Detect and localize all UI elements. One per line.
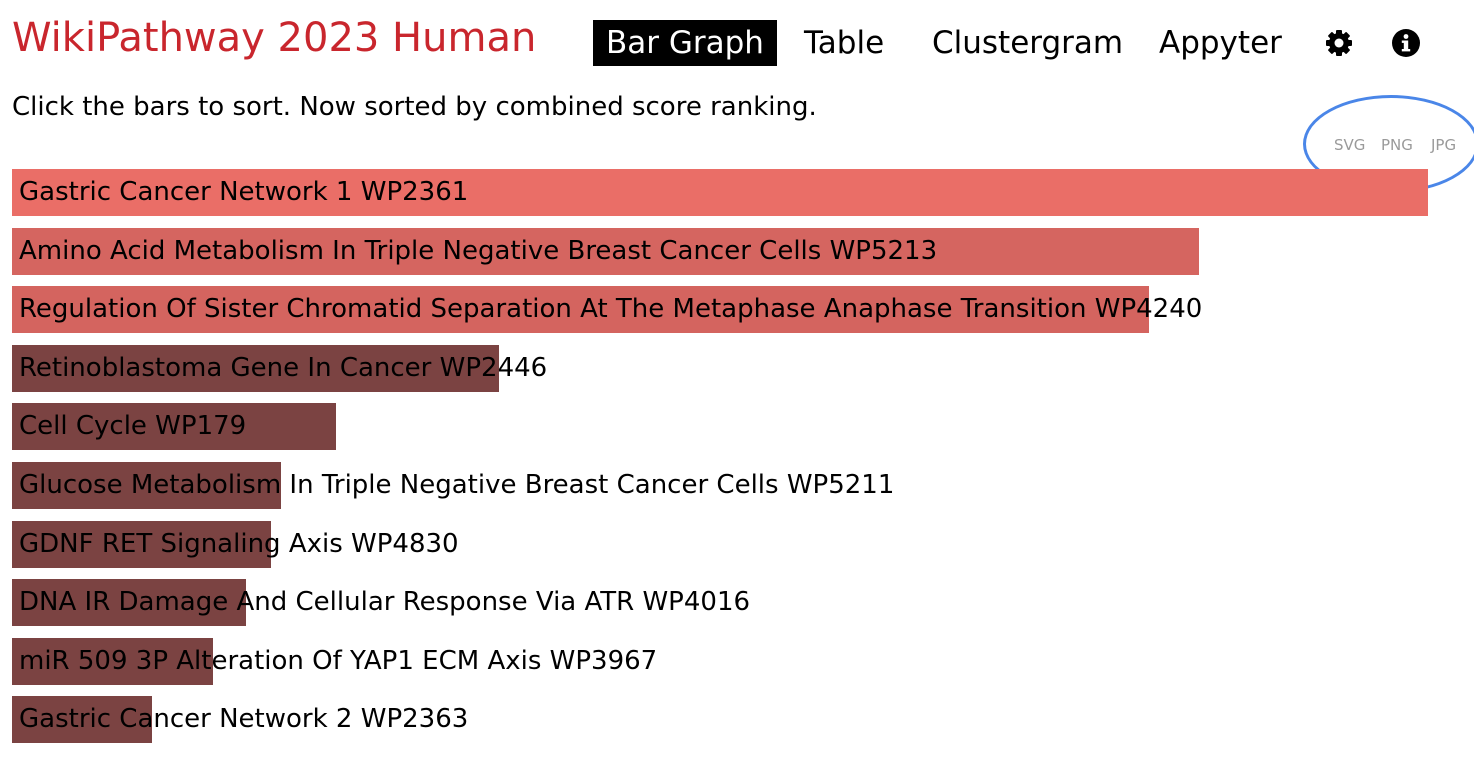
info-icon[interactable] xyxy=(1391,28,1421,58)
gear-icon[interactable] xyxy=(1324,28,1354,58)
bar[interactable] xyxy=(12,579,246,626)
tab-bar-graph[interactable]: Bar Graph xyxy=(593,20,777,66)
bar[interactable] xyxy=(12,228,1199,275)
tab-table[interactable]: Table xyxy=(804,25,885,61)
page-title: WikiPathway 2023 Human xyxy=(12,15,537,61)
bar[interactable] xyxy=(12,696,152,743)
bar-label: Retinoblastoma Gene In Cancer WP2446 xyxy=(19,353,548,383)
bar-row[interactable]: Gastric Cancer Network 1 WP2361 xyxy=(12,169,1428,216)
bar-label: Glucose Metabolism In Triple Negative Br… xyxy=(19,470,895,500)
bar[interactable] xyxy=(12,345,499,392)
bar-label: Gastric Cancer Network 1 WP2361 xyxy=(19,177,469,207)
bar[interactable] xyxy=(12,169,1428,216)
tab-clustergram[interactable]: Clustergram xyxy=(932,25,1124,61)
bar-row[interactable]: Retinoblastoma Gene In Cancer WP2446 xyxy=(12,345,1428,392)
bar-row[interactable]: Regulation Of Sister Chromatid Separatio… xyxy=(12,286,1428,333)
bar-label: DNA IR Damage And Cellular Response Via … xyxy=(19,587,751,617)
bar-row[interactable]: Amino Acid Metabolism In Triple Negative… xyxy=(12,228,1428,275)
bar[interactable] xyxy=(12,286,1149,333)
bar[interactable] xyxy=(12,521,271,568)
bar-row[interactable]: Cell Cycle WP179 xyxy=(12,403,1428,450)
bar-row[interactable]: miR 509 3P Alteration Of YAP1 ECM Axis W… xyxy=(12,638,1428,685)
bar-label: Amino Acid Metabolism In Triple Negative… xyxy=(19,236,938,266)
bar-label: GDNF RET Signaling Axis WP4830 xyxy=(19,529,459,559)
bar-row[interactable]: Glucose Metabolism In Triple Negative Br… xyxy=(12,462,1428,509)
bar-label: miR 509 3P Alteration Of YAP1 ECM Axis W… xyxy=(19,646,658,676)
bar[interactable] xyxy=(12,462,281,509)
bar-label: Regulation Of Sister Chromatid Separatio… xyxy=(19,294,1203,324)
bar-row[interactable]: Gastric Cancer Network 2 WP2363 xyxy=(12,696,1428,743)
tab-appyter[interactable]: Appyter xyxy=(1159,25,1282,61)
bar-label: Cell Cycle WP179 xyxy=(19,411,247,441)
bar-row[interactable]: GDNF RET Signaling Axis WP4830 xyxy=(12,521,1428,568)
bar-row[interactable]: DNA IR Damage And Cellular Response Via … xyxy=(12,579,1428,626)
bar[interactable] xyxy=(12,638,213,685)
bar-label: Gastric Cancer Network 2 WP2363 xyxy=(19,704,469,734)
instructions-text: Click the bars to sort. Now sorted by co… xyxy=(12,92,817,122)
bar[interactable] xyxy=(12,403,336,450)
